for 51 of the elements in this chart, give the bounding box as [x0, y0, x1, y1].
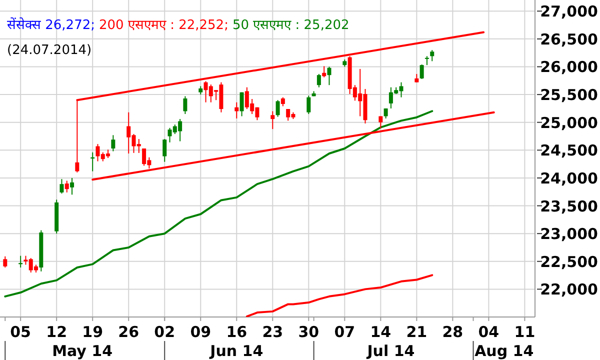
y-tick-label: 26,500 — [540, 30, 598, 48]
y-tick-label: 25,500 — [540, 86, 598, 104]
x2-tick-label: Jun 14 — [209, 342, 264, 360]
x2-tick-label: Aug 14 — [474, 342, 534, 360]
text: (24.07.2014) — [7, 43, 92, 58]
x-tick-label: 26 — [118, 323, 140, 341]
x2-tick-label: May 14 — [52, 342, 113, 360]
x-tick-label: 30 — [298, 323, 320, 341]
candlestick — [306, 95, 311, 115]
x-tick-label: 05 — [10, 323, 32, 341]
y-tick-label: 24,000 — [540, 169, 598, 188]
title: सेंसेक्स 26,272; — [7, 18, 95, 33]
candlestick — [240, 92, 244, 117]
y-tick-label: 24,500 — [540, 142, 598, 160]
y-tick-label: 25,000 — [540, 114, 598, 132]
candlestick — [322, 66, 326, 78]
candlestick — [276, 100, 280, 118]
candlestick — [420, 64, 424, 80]
candlestick — [327, 66, 332, 86]
candlestick — [234, 102, 239, 119]
candlestick — [3, 256, 8, 268]
candlestick — [111, 134, 116, 152]
candlestick — [60, 178, 64, 194]
x-tick-label: 07 — [334, 323, 356, 341]
x-tick-label: 28 — [442, 323, 464, 341]
candlestick — [270, 110, 275, 130]
x-tick-label: 14 — [370, 323, 392, 341]
y-tick-label: 22,500 — [540, 252, 598, 271]
x-tick-label: 16 — [226, 323, 248, 341]
candlestick — [183, 96, 188, 115]
x-tick-label: 19 — [82, 323, 104, 341]
candlestick — [378, 116, 383, 129]
y-tick-label: 26,000 — [540, 58, 598, 76]
x-tick-label: 11 — [514, 323, 536, 341]
candlestick — [75, 100, 80, 173]
x-tick-label: 23 — [262, 323, 284, 341]
y-tick-label: 22,000 — [540, 280, 598, 299]
x-tick-label: 21 — [406, 323, 428, 341]
x-tick-label: 09 — [190, 323, 212, 341]
y-tick-label: 23,000 — [540, 225, 598, 244]
y-tick-label: 23,500 — [540, 197, 598, 216]
candlestick — [70, 177, 74, 196]
candlestick — [64, 180, 69, 193]
candlestick — [316, 73, 321, 88]
x-tick-label: 12 — [46, 323, 68, 341]
candlestick — [430, 50, 434, 62]
x-tick-label: 02 — [154, 323, 176, 341]
x2-tick-label: Jul 14 — [366, 342, 415, 360]
x-tick-label: 04 — [478, 323, 500, 341]
candlestick — [162, 138, 167, 162]
y-tick-label: 27,000 — [540, 2, 598, 21]
